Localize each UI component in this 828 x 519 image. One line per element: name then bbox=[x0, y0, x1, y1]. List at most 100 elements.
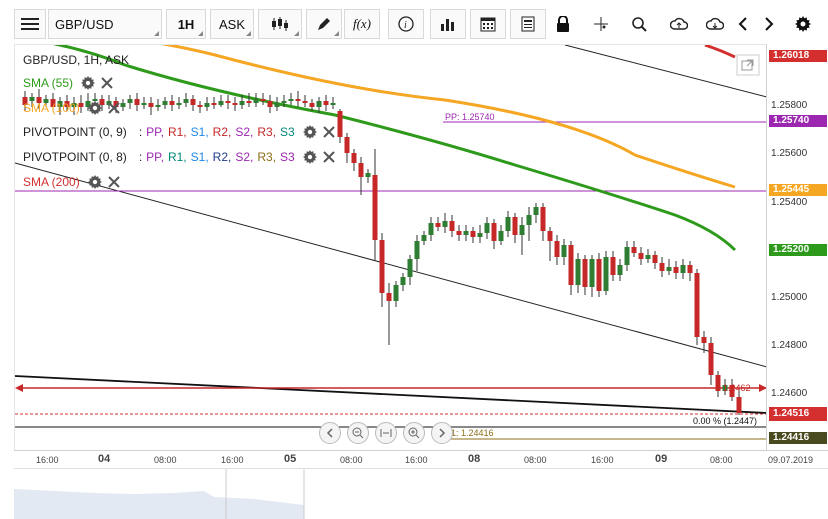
candle-down bbox=[246, 101, 252, 103]
gear-icon[interactable] bbox=[87, 101, 102, 115]
candle-down bbox=[309, 103, 315, 107]
chart-canvas[interactable]: PP: 1.25740 0.00 % (1.2447) S1: 1.24416 … bbox=[14, 44, 766, 450]
symbol-selector[interactable]: GBP/USD bbox=[48, 9, 162, 39]
scroll-left-button[interactable] bbox=[732, 9, 754, 39]
chart-navigator[interactable] bbox=[14, 468, 828, 519]
price-tick: 1.25000 bbox=[771, 292, 808, 303]
legend-sma100: SMA (100) bbox=[23, 101, 120, 115]
candle-up bbox=[316, 101, 322, 107]
gear-icon[interactable] bbox=[81, 76, 96, 90]
candle-up bbox=[575, 259, 581, 285]
candle-down bbox=[659, 263, 665, 271]
zoom-out-button[interactable] bbox=[347, 422, 369, 444]
candle-down bbox=[540, 207, 546, 231]
candle-up bbox=[680, 265, 686, 273]
price-type-selector[interactable]: ASK bbox=[210, 9, 254, 39]
scroll-back-button[interactable] bbox=[319, 422, 341, 444]
candle-up bbox=[617, 265, 623, 275]
time-tick: 08 bbox=[468, 453, 481, 465]
reset-zoom-button[interactable] bbox=[375, 422, 397, 444]
legend-s1: S1, bbox=[190, 150, 209, 164]
download-button[interactable] bbox=[704, 9, 726, 39]
news-button[interactable] bbox=[510, 9, 546, 39]
candle-up bbox=[29, 97, 35, 101]
candle-down bbox=[22, 97, 28, 105]
sma-55-line bbox=[52, 45, 737, 252]
horizontal-level-left-arrow bbox=[15, 384, 23, 392]
info-button[interactable]: i bbox=[388, 9, 424, 39]
candle-down bbox=[610, 257, 616, 275]
chart-title-text: GBP/USD, 1H, ASK bbox=[23, 53, 130, 67]
volume-button[interactable] bbox=[430, 9, 466, 39]
candle-up bbox=[274, 103, 280, 107]
close-icon[interactable] bbox=[107, 102, 120, 114]
legend-pivot-1: PIVOTPOINT (0, 9) : PP, R1, S1, R2, S2, … bbox=[23, 125, 335, 139]
chart-toolbar: GBP/USD 1H ASK f(x) i bbox=[0, 0, 828, 44]
candle-up bbox=[92, 99, 98, 101]
candle-down bbox=[323, 101, 329, 105]
legend-pivot-1-label: PIVOTPOINT (0, 9) bbox=[23, 125, 127, 139]
candle-up bbox=[127, 99, 133, 103]
zoom-out-icon bbox=[352, 427, 364, 439]
trendline-lower bbox=[15, 375, 766, 414]
close-icon[interactable] bbox=[101, 77, 113, 89]
lock-button[interactable] bbox=[552, 9, 574, 39]
calendar-icon bbox=[480, 17, 496, 32]
candle-up bbox=[477, 233, 483, 237]
candle-down bbox=[134, 99, 140, 105]
calendar-button[interactable] bbox=[470, 9, 506, 39]
zoom-in-button[interactable] bbox=[403, 422, 425, 444]
price-chart: PP: 1.25740 0.00 % (1.2447) S1: 1.24416 … bbox=[15, 45, 766, 440]
price-axis[interactable]: 1.26018 1.25800 1.25740 1.25600 1.25445 … bbox=[766, 44, 828, 450]
price-tick: 1.25400 bbox=[771, 197, 808, 208]
price-label-sma55: 1.25200 bbox=[769, 244, 827, 256]
time-tick: 05 bbox=[284, 453, 297, 465]
timeframe-selector[interactable]: 1H bbox=[166, 9, 206, 39]
legend-r2: R2, bbox=[212, 125, 232, 139]
candle-up bbox=[519, 225, 525, 235]
time-tick: 16:00 bbox=[405, 455, 428, 465]
navigator-preview bbox=[14, 469, 305, 519]
candle-up bbox=[498, 231, 504, 241]
close-icon[interactable] bbox=[323, 151, 335, 163]
gear-icon[interactable] bbox=[302, 150, 317, 164]
drawing-tools-button[interactable] bbox=[306, 9, 342, 39]
timeframe-label: 1H bbox=[177, 16, 195, 32]
close-icon[interactable] bbox=[323, 126, 335, 138]
settings-button[interactable] bbox=[792, 9, 814, 39]
time-tick: 09 bbox=[655, 453, 668, 465]
candle-down bbox=[736, 397, 742, 413]
price-label-current: 1.24516 bbox=[769, 407, 827, 421]
candle-down bbox=[197, 105, 203, 107]
price-label-pp: 1.25740 bbox=[769, 115, 827, 127]
upload-button[interactable] bbox=[668, 9, 690, 39]
menu-button[interactable] bbox=[14, 9, 46, 39]
legend-sma100-label: SMA (100) bbox=[23, 101, 80, 115]
scroll-forward-button[interactable] bbox=[431, 422, 453, 444]
gear-icon bbox=[795, 16, 811, 32]
legend-r1: R1, bbox=[167, 125, 187, 139]
price-label-sma100: 1.25445 bbox=[769, 184, 827, 196]
chevron-left-icon bbox=[738, 17, 747, 31]
gear-icon[interactable] bbox=[302, 125, 317, 139]
crosshair-button[interactable] bbox=[590, 9, 612, 39]
candle-up bbox=[589, 259, 595, 287]
close-icon[interactable] bbox=[107, 176, 120, 188]
chart-type-button[interactable] bbox=[258, 9, 302, 39]
fx-label: f(x) bbox=[352, 16, 372, 31]
reset-icon bbox=[380, 429, 392, 437]
candle-up bbox=[463, 231, 469, 235]
chevron-right-icon bbox=[439, 428, 446, 438]
gear-icon[interactable] bbox=[87, 175, 102, 189]
legend-sma55: SMA (55) bbox=[23, 76, 113, 90]
chevron-right-icon bbox=[765, 17, 774, 31]
candle-down bbox=[260, 99, 266, 101]
indicators-button[interactable]: f(x) bbox=[344, 9, 380, 39]
zoom-button[interactable] bbox=[628, 9, 650, 39]
time-axis[interactable]: 16:00 04 08:00 16:00 05 08:00 16:00 08 08:00 16:0… bbox=[14, 450, 828, 468]
candle-down bbox=[78, 103, 84, 107]
scroll-right-button[interactable] bbox=[758, 9, 780, 39]
candle-down bbox=[99, 99, 105, 105]
sma-100-line bbox=[160, 45, 736, 189]
candle-down bbox=[267, 101, 273, 107]
